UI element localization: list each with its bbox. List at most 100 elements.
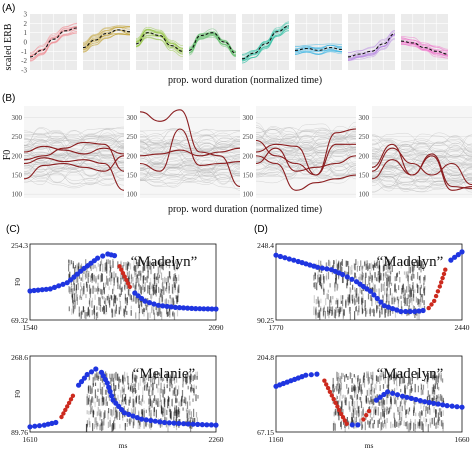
spectrogram-striation — [142, 374, 144, 383]
spectrogram-striation — [158, 286, 160, 293]
spectrogram-striation — [166, 409, 168, 415]
spectrogram-striation — [120, 288, 122, 296]
spectrogram-striation — [85, 312, 87, 317]
panel-b-background-curve — [23, 126, 125, 144]
voiced-f0-point — [161, 419, 168, 426]
spectrogram-striation — [160, 373, 162, 381]
spectrogram-striation — [189, 375, 191, 379]
spectrogram-striation — [390, 259, 392, 267]
panel-b-background-curve — [139, 157, 241, 172]
spectrogram-striation — [415, 296, 417, 303]
spectrogram-striation — [150, 282, 152, 290]
panel-a-sample-curve — [135, 26, 184, 47]
spectrogram-striation — [155, 399, 157, 406]
spectrogram-striation — [336, 264, 338, 273]
spectrogram-striation — [113, 298, 115, 307]
spectrogram-striation — [96, 266, 98, 272]
spectrogram-striation — [161, 389, 164, 397]
spectrogram-striation — [168, 408, 171, 413]
spectrogram-striation — [87, 397, 90, 405]
spectrogram-striation — [115, 307, 117, 314]
spectrogram-striation — [421, 261, 423, 269]
spectrogram-striation — [87, 306, 89, 316]
spectrogram-striation — [139, 421, 141, 429]
spectrogram-striation — [402, 294, 404, 299]
spectrogram-striation — [100, 275, 102, 283]
spectrogram-striation — [192, 375, 194, 382]
spectrogram-striation — [320, 274, 322, 284]
spectrogram-striation — [418, 299, 420, 305]
spectrogram-striation — [408, 411, 410, 415]
spectrogram-striation — [340, 382, 342, 390]
spectrogram-striation — [435, 397, 437, 407]
spectrogram-striation — [335, 272, 337, 280]
panel-a-sample-curve — [400, 37, 449, 51]
spectrogram-striation — [141, 304, 143, 313]
spectrogram-striation — [98, 297, 100, 306]
spectrogram-striation — [173, 376, 175, 381]
spectrogram-striation — [172, 390, 174, 396]
voiced-f0-point — [56, 283, 62, 289]
interpolated-f0-point — [435, 289, 441, 294]
panel-a-ytick: -1 — [21, 48, 27, 56]
spectrogram-striation — [356, 394, 359, 400]
spectrogram-striation — [137, 265, 139, 270]
spectrogram-striation — [389, 272, 392, 282]
voiced-f0-point — [31, 287, 37, 294]
panel-b-background-curve — [371, 160, 473, 180]
spectrogram-striation — [80, 263, 83, 273]
spectrogram-striation — [414, 419, 416, 426]
spectrogram-striation — [139, 421, 142, 427]
spectrogram-striation — [437, 394, 439, 402]
panel-b-highlight-curve — [139, 109, 241, 188]
spectrogram-striation — [344, 375, 346, 382]
spectrogram-striation — [333, 262, 335, 267]
spectrogram-striation — [125, 262, 127, 271]
spectrogram-striation — [189, 401, 191, 406]
voiced-f0-point — [408, 395, 414, 401]
spectrogram-striation — [109, 417, 111, 427]
spectrogram-striation — [412, 305, 414, 310]
spectrogram-striation — [143, 400, 145, 404]
spectrogram-striation — [332, 384, 334, 393]
spectrogram-striation — [175, 412, 177, 417]
spectrogram-striation — [332, 399, 334, 404]
spectrogram-striation — [388, 372, 390, 380]
spectrogram-striation — [138, 283, 140, 290]
spectrogram-striation — [74, 293, 76, 302]
interpolated-f0-point — [344, 421, 349, 426]
spectrogram-striation — [377, 263, 379, 269]
panel-b-background-curve — [139, 157, 241, 170]
spectrogram-striation — [149, 312, 151, 318]
voiced-f0-point — [95, 255, 101, 261]
spectrogram-striation — [143, 275, 145, 281]
spectrogram-striation — [75, 276, 77, 283]
spectrogram-striation — [365, 307, 367, 317]
spectrogram-striation — [175, 260, 177, 264]
spectrogram-striation — [186, 401, 189, 409]
spectrogram-striation — [369, 409, 371, 418]
spectrogram-striation — [143, 307, 145, 313]
panel-b-highlight-curve — [255, 147, 357, 172]
spectrogram-striation — [94, 373, 96, 381]
panel-b-ytick: 200 — [359, 152, 370, 160]
interpolated-f0-point — [324, 382, 329, 387]
spectrogram-striation — [95, 312, 98, 320]
voiced-f0-point — [197, 306, 203, 312]
spectrogram-striation — [403, 420, 405, 426]
spectrogram-striation — [404, 260, 406, 265]
spectrogram-striation — [86, 271, 88, 279]
spectrogram-striation — [98, 274, 100, 280]
spectrogram-striation — [80, 282, 82, 287]
spectrogram-striation — [381, 305, 383, 310]
spectrogram-striation — [168, 271, 170, 278]
spectrogram-striation — [373, 390, 375, 399]
spectrogram-striation — [395, 396, 397, 404]
spectrogram-striation — [89, 385, 91, 394]
spectrogram-striation — [410, 289, 412, 297]
spectrogram-striation — [415, 412, 417, 417]
spectrogram-striation — [380, 412, 382, 420]
spectrogram-striation — [313, 282, 315, 288]
spectrogram-striation — [173, 411, 175, 419]
spectrogram-striation — [89, 275, 92, 282]
